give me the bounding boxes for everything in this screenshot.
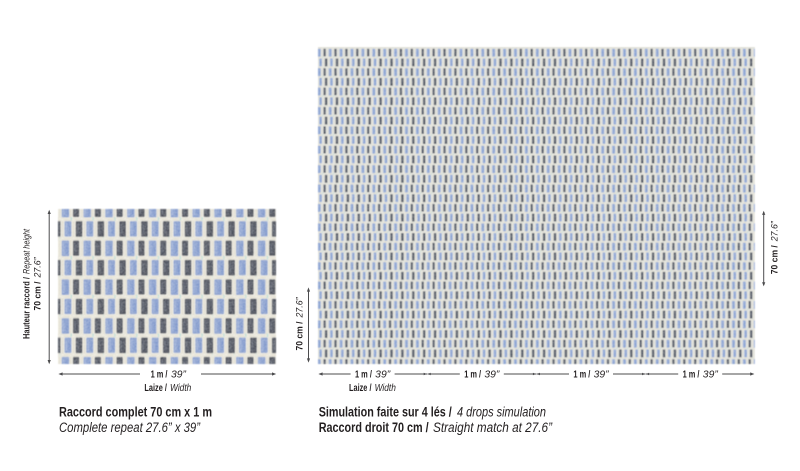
- svg-text:70 cm /: 70 cm /: [295, 321, 306, 350]
- svg-text:Width: Width: [170, 383, 191, 394]
- svg-text:4 drops simulation: 4 drops simulation: [457, 404, 546, 420]
- svg-text:Raccord droit 70 cm /: Raccord droit 70 cm /: [319, 419, 429, 435]
- svg-text:1 m /: 1 m /: [464, 369, 481, 380]
- svg-text:1 m /: 1 m /: [573, 369, 590, 380]
- svg-text:Laize /: Laize /: [144, 383, 167, 394]
- svg-text:Width: Width: [375, 383, 396, 394]
- svg-text:27.6”: 27.6”: [770, 220, 781, 242]
- svg-text:Simulation faite sur 4 lés /: Simulation faite sur 4 lés /: [319, 404, 452, 420]
- svg-text:Repeat height: Repeat height: [22, 229, 33, 274]
- svg-text:70 cm /: 70 cm /: [770, 245, 781, 274]
- svg-text:Complete repeat 27.6” x 39”: Complete repeat 27.6” x 39”: [59, 419, 201, 435]
- svg-text:39”: 39”: [703, 369, 719, 380]
- svg-text:1 m /: 1 m /: [683, 369, 700, 380]
- svg-text:Laize /: Laize /: [349, 383, 372, 394]
- svg-text:1 m /: 1 m /: [355, 369, 372, 380]
- svg-text:39”: 39”: [171, 369, 187, 380]
- svg-text:39”: 39”: [484, 369, 500, 380]
- svg-text:27.6”: 27.6”: [295, 297, 306, 319]
- svg-text:Raccord complet 70 cm x 1 m: Raccord complet 70 cm x 1 m: [59, 404, 212, 420]
- svg-text:39”: 39”: [375, 369, 391, 380]
- svg-text:Straight match at 27.6”: Straight match at 27.6”: [433, 419, 553, 435]
- svg-text:27.6”: 27.6”: [33, 257, 44, 279]
- svg-text:70 cm /: 70 cm /: [33, 281, 44, 310]
- svg-text:Hauteur raccord /: Hauteur raccord /: [22, 277, 33, 339]
- svg-text:1 m /: 1 m /: [151, 369, 168, 380]
- svg-text:39”: 39”: [594, 369, 610, 380]
